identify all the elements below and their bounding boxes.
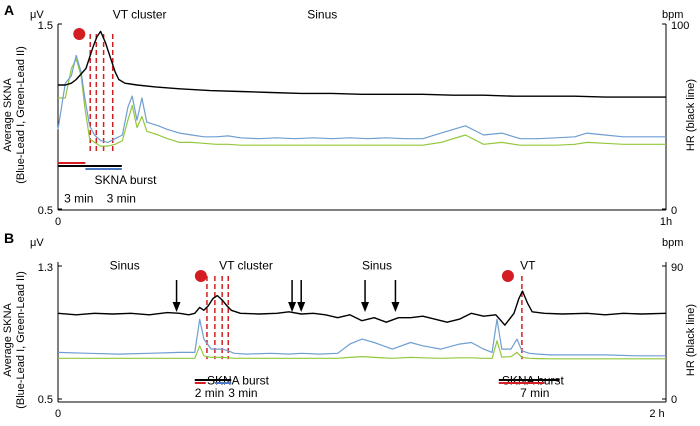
panel-b-ytick-bottom: 0.5 <box>38 394 53 406</box>
panel-a-label: A <box>4 2 14 18</box>
panel-b-arrow-head <box>297 302 306 312</box>
panel-b-annotation: 3 min <box>228 386 257 400</box>
panel-a-annotation: Sinus <box>307 7 337 21</box>
panel-b-arrow-head <box>361 302 370 312</box>
panel-a-series-lead-ii-line <box>58 58 666 147</box>
panel-a-xtick-start: 0 <box>55 216 61 228</box>
panel-a-rtick-top: 100 <box>671 20 689 32</box>
panel-b-annotation: Sinus <box>362 258 392 272</box>
panel-b-rtick-bottom: 0 <box>671 394 677 406</box>
panel-a-series-hr-line <box>58 30 666 98</box>
panel-b-rtick-top: 90 <box>671 262 683 274</box>
panel-a-ytick-bottom: 0.5 <box>38 205 53 217</box>
panel-b-right-unit: bpm <box>662 237 683 249</box>
panel-b-arrow-head <box>391 302 400 312</box>
panel-b-right-label: HR (black line) <box>685 304 697 376</box>
panel-a-left-unit: μV <box>30 9 44 21</box>
panel-a-annotation: 3 min <box>107 192 136 206</box>
panel-b-annotation: 7 min <box>520 386 549 400</box>
panel-a-right-label: HR (black line) <box>685 79 697 151</box>
panel-b-annotation: VT <box>520 258 536 272</box>
panel-b-xtick-start: 0 <box>55 408 61 420</box>
panel-b-series-lead-ii-line <box>58 340 666 360</box>
panel-b-left-unit: μV <box>30 237 44 249</box>
panel-b-annotation: VT cluster <box>219 258 273 272</box>
panel-b-event-dot <box>501 270 514 282</box>
panel-b-label: B <box>4 230 14 246</box>
panel-a-annotation: 3 min <box>64 192 93 206</box>
panel-a-ytick-top: 1.5 <box>38 20 53 32</box>
panel-a-right-unit: bpm <box>662 9 683 21</box>
panel-a-event-dot <box>73 28 86 40</box>
panel-a: A μV bpm Average SKNA (Blue-Lead I, Gree… <box>2 2 697 228</box>
panel-a-left-label-2: (Blue-Lead I, Green-Lead II) <box>15 46 27 184</box>
panel-b-event-dot <box>194 270 207 282</box>
panel-b-series-hr-line <box>57 290 667 326</box>
panel-b-annotation: 2 min <box>195 386 224 400</box>
panel-b-left-label-2: (Blue-Lead I, Green-Lead II) <box>15 271 27 409</box>
panel-b-series-lead-i-line <box>57 318 666 357</box>
panel-b-ytick-top: 1.3 <box>38 262 53 274</box>
panel-a-left-label-1: Average SKNA <box>2 77 14 151</box>
panel-b-arrow-head <box>172 302 181 312</box>
panel-a-series-lead-i-line <box>57 54 666 143</box>
panel-a-annotation: SKNA burst <box>94 173 157 187</box>
panel-b-arrow-head <box>288 302 297 312</box>
panel-b: B μV bpm Average SKNA (Blue-Lead I, Gree… <box>2 230 697 420</box>
panel-a-xtick-end: 1h <box>660 216 672 228</box>
panel-b-left-label-1: Average SKNA <box>2 302 14 376</box>
panel-a-rtick-bottom: 0 <box>671 205 677 217</box>
panel-a-annotation: VT cluster <box>113 7 167 21</box>
panel-b-annotation: Sinus <box>110 258 140 272</box>
panel-b-xtick-end: 2 h <box>649 408 664 420</box>
